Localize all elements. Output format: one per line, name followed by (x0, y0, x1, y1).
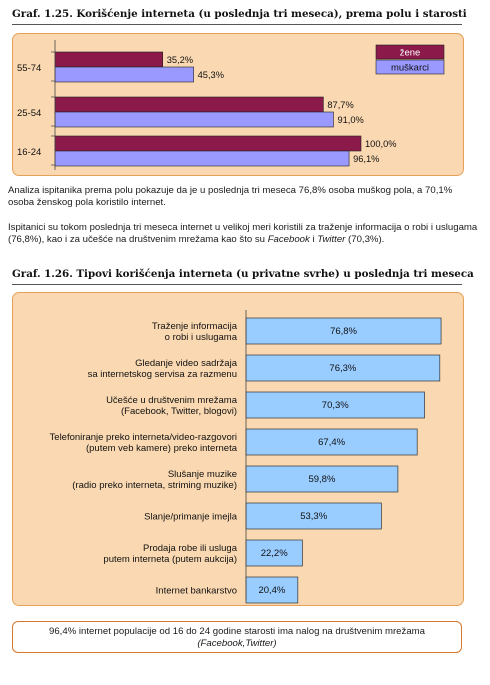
paragraph-2-text-b: i (309, 234, 318, 246)
figure2-title-rule (12, 284, 462, 285)
value-label-usage-3: 70,3% (322, 400, 349, 411)
value-label-usage-8: 20,4% (258, 585, 285, 596)
bar-zene-16-24 (54, 135, 362, 152)
bar-usage-6 (245, 502, 382, 530)
value-label-zene-25-54: 87,7% (327, 100, 353, 110)
legend-label-zene: žene (400, 48, 421, 59)
value-label-muskarci-16-24: 96,1% (353, 154, 379, 164)
category-label-usage-1-line-1: Traženje informacija (152, 321, 238, 332)
bar-zene-25-54 (54, 96, 324, 113)
value-label-usage-6: 53,3% (300, 511, 327, 522)
bar-usage-4 (245, 428, 418, 456)
paragraph-2-twitter: Twitter (317, 234, 346, 246)
paragraph-2-facebook: Facebook (267, 234, 310, 246)
figure1-title-rule (12, 24, 462, 25)
category-label-usage-3-line-2: (Facebook, Twitter, blogovi) (121, 406, 237, 417)
category-label-usage-2-line-1: Gledanje video sadržaja (135, 358, 238, 369)
age-label-55-74: 55-74 (17, 63, 41, 74)
paragraph-1: Analiza ispitanika prema polu pokazuje d… (8, 185, 453, 209)
paragraph-2: Ispitanici su tokom poslednja tri meseca… (8, 222, 480, 247)
figure2-title: Graf. 1.26. Tipovi korišćenja interneta … (12, 268, 474, 280)
value-label-zene-55-74: 35,2% (167, 55, 193, 65)
legend-label-muskarci: muškarci (391, 63, 429, 74)
bar-usage-8 (245, 576, 299, 604)
category-label-usage-7-line-2: putem interneta (putem aukcija) (103, 554, 237, 565)
bar-usage-3 (245, 391, 425, 419)
value-label-usage-4: 67,4% (318, 437, 345, 448)
value-label-muskarci-25-54: 91,0% (337, 115, 363, 125)
bar-muskarci-55-74 (54, 66, 194, 83)
figure1-title: Graf. 1.25. Korišćenje interneta (u posl… (12, 8, 467, 20)
bar-usage-7 (245, 539, 303, 567)
value-label-usage-2: 76,3% (329, 363, 356, 374)
category-label-usage-3-line-1: Učešće u društvenim mrežama (106, 395, 238, 406)
value-label-usage-7: 22,2% (261, 548, 288, 559)
value-label-usage-1: 76,8% (330, 326, 357, 337)
category-label-usage-4-line-2: (putem veb kamere) preko interneta (86, 443, 238, 454)
category-label-usage-8-line-1: Internet bankarstvo (156, 586, 237, 597)
category-label-usage-2-line-2: sa internetskog servisa za razmenu (88, 369, 237, 380)
category-label-usage-5-line-2: (radio preko interneta, striming muzike) (72, 480, 237, 491)
value-label-muskarci-55-74: 45,3% (198, 70, 224, 80)
category-label-usage-5-line-1: Slušanje muzike (168, 469, 237, 480)
paragraph-2-text-c: (70,3%). (345, 234, 385, 246)
value-label-zene-16-24: 100,0% (365, 139, 397, 149)
category-label-usage-7-line-1: Prodaja robe ili usluga (143, 543, 238, 554)
category-label-usage-6-line-1: Slanje/primanje imejla (144, 512, 238, 523)
bar-usage-5 (245, 465, 399, 493)
note-box: 96,4% internet populacije od 16 do 24 go… (12, 621, 462, 653)
category-label-usage-1-line-2: o robi i uslugama (165, 332, 238, 343)
note-line-2: (Facebook,Twitter) (197, 638, 277, 649)
age-label-16-24: 16-24 (17, 147, 41, 158)
legend-swatch-muskarci (375, 59, 445, 75)
legend-swatch-zene (375, 44, 445, 60)
note-line-1: 96,4% internet populacije od 16 do 24 go… (49, 626, 425, 637)
bar-zene-55-74 (54, 51, 164, 68)
bar-muskarci-16-24 (54, 150, 350, 167)
paragraph-2-text-a: Ispitanici su tokom poslednja tri meseca… (8, 222, 478, 246)
category-label-usage-4-line-1: Telefoniranje preko interneta/video-razg… (50, 432, 237, 443)
bar-muskarci-25-54 (54, 111, 334, 128)
age-label-25-54: 25-54 (17, 108, 41, 119)
value-label-usage-5: 59,8% (308, 474, 335, 485)
